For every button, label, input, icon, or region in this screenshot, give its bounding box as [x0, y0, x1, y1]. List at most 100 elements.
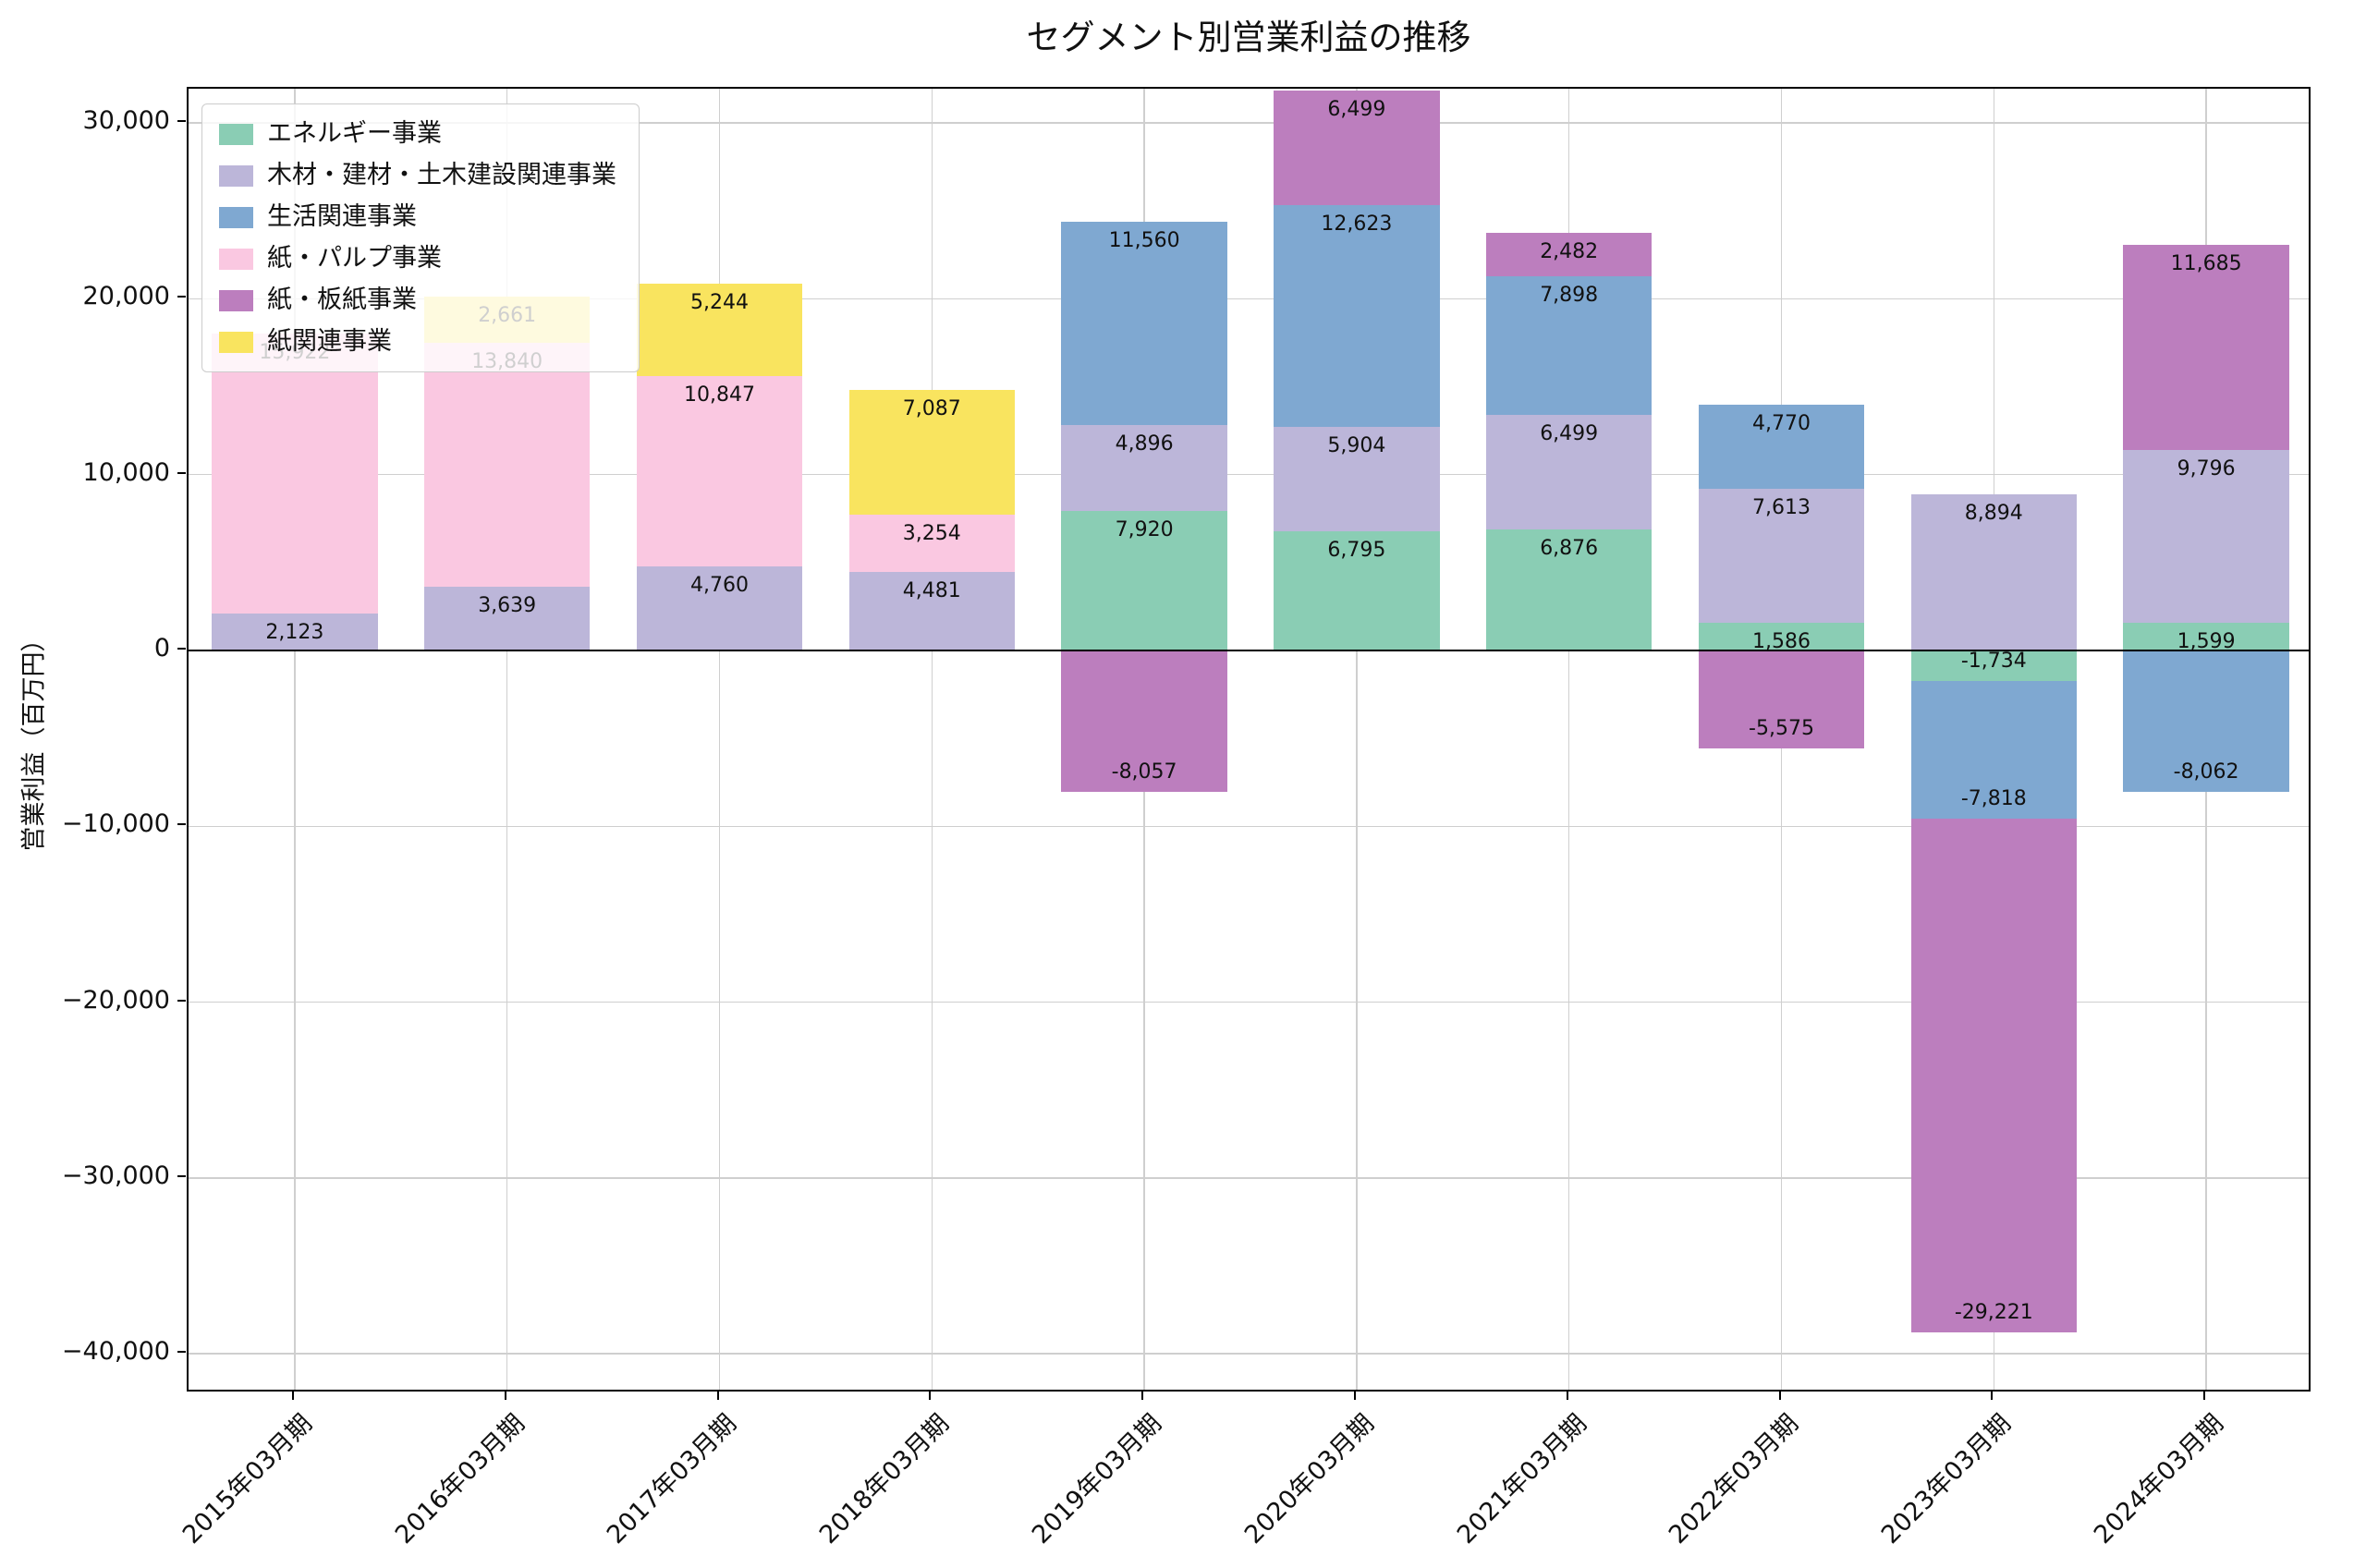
bar-segment: [1910, 680, 2077, 819]
bar-value-label: 6,499: [1327, 98, 1386, 122]
y-gridline: [189, 473, 2309, 476]
bar-segment: [1698, 650, 1865, 749]
y-gridline: [189, 298, 2309, 300]
y-tick-mark: [177, 999, 186, 1002]
bar-value-label: 6,499: [1540, 422, 1599, 446]
y-tick-mark: [177, 1174, 186, 1177]
bar-segment: [1698, 622, 1865, 650]
bar-value-label: 3,639: [478, 593, 537, 617]
bar-value-label: 10,847: [684, 383, 755, 407]
bar-value-label: -8,057: [1111, 760, 1177, 784]
bar-value-label: 1,599: [2177, 629, 2236, 653]
bar-value-label: 3,254: [902, 521, 961, 545]
bar-value-label: 7,613: [1752, 495, 1811, 519]
x-tick-mark: [1141, 1392, 1144, 1400]
legend-color-swatch: [219, 164, 253, 187]
legend-item-label: 紙・パルプ事業: [267, 244, 442, 273]
bar-segment: [1061, 511, 1227, 650]
bar-segment: [424, 586, 591, 650]
y-tick-label: −40,000: [61, 1337, 170, 1367]
x-tick-label: 2017年03月期: [602, 1408, 743, 1550]
bar-segment: [1698, 488, 1865, 623]
bar-value-label: 12,623: [1321, 213, 1393, 237]
chart-title: セグメント別営業利益の推移: [1026, 18, 1471, 57]
y-tick-label: 10,000: [82, 457, 170, 487]
bar-value-label: 11,685: [2170, 251, 2242, 275]
y-tick-mark: [177, 296, 186, 298]
x-gridline: [294, 89, 296, 1390]
bar-segment: [212, 333, 378, 614]
bar-segment: [1698, 405, 1865, 489]
bar-segment: [1274, 205, 1440, 428]
x-gridline: [718, 89, 721, 1390]
bar-segment: [636, 284, 803, 376]
bar-value-label: 4,770: [1752, 412, 1811, 436]
bar-value-label: 6,795: [1327, 538, 1386, 562]
y-tick-label: 20,000: [82, 282, 170, 311]
bar-segment: [1486, 232, 1653, 277]
legend-item: 紙・パルプ事業: [219, 242, 616, 275]
x-tick-label: 2016年03月期: [389, 1408, 531, 1550]
x-tick-label: 2022年03月期: [1664, 1408, 1805, 1550]
x-tick-mark: [1778, 1392, 1781, 1400]
x-tick-mark: [291, 1392, 294, 1400]
legend-color-swatch: [219, 206, 253, 228]
bar-value-label: 4,896: [1115, 432, 1174, 456]
bar-segment: [1910, 493, 2077, 650]
y-gridline: [189, 1177, 2309, 1179]
legend: エネルギー事業木材・建材・土木建設関連事業 生活関連事業 紙・パルプ事業紙・板紙事業…: [201, 103, 640, 372]
bar-segment: [424, 343, 591, 587]
legend-color-swatch: [219, 331, 253, 353]
bar-segment: [1486, 529, 1653, 650]
x-tick-label: 2024年03月期: [2088, 1408, 2229, 1550]
legend-item: 紙・板紙事業: [219, 284, 616, 317]
bar-segment: [2123, 244, 2289, 451]
legend-item: 紙関連事業: [219, 325, 616, 359]
x-tick-label: 2019年03月期: [1026, 1408, 1167, 1550]
x-tick-mark: [1991, 1392, 1994, 1400]
bar-segment: [1486, 415, 1653, 530]
x-tick-label: 2015年03月期: [177, 1408, 318, 1550]
x-tick-label: 2023年03月期: [1876, 1408, 2018, 1550]
legend-item: 生活関連事業: [219, 201, 616, 234]
legend-item-label: 木材・建材・土木建設関連事業: [267, 161, 616, 189]
bar-segment: [848, 514, 1015, 572]
bar-segment: [2123, 450, 2289, 623]
x-tick-mark: [929, 1392, 932, 1400]
bar-value-label: 2,123: [265, 620, 324, 644]
x-gridline: [506, 89, 508, 1390]
legend-color-swatch: [219, 123, 253, 145]
bar-value-label: 5,904: [1327, 434, 1386, 458]
bar-segment: [1061, 222, 1227, 426]
y-tick-label: −20,000: [61, 985, 170, 1015]
bar-segment: [636, 376, 803, 567]
y-tick-mark: [177, 823, 186, 826]
y-tick-label: 30,000: [82, 106, 170, 136]
y-gridline: [189, 825, 2309, 828]
legend-color-swatch: [219, 248, 253, 270]
bar-value-label: -7,818: [1960, 786, 2027, 810]
x-tick-label: 2018年03月期: [814, 1408, 956, 1550]
bar-value-label: 4,481: [902, 578, 961, 602]
legend-item: エネルギー事業: [219, 117, 616, 151]
legend-item-label: エネルギー事業: [267, 119, 442, 148]
zero-axis-line: [189, 649, 2309, 651]
x-tick-mark: [716, 1392, 719, 1400]
legend-item-label: 生活関連事業: [267, 202, 417, 231]
x-tick-mark: [1353, 1392, 1356, 1400]
bar-segment: [1061, 650, 1227, 793]
x-tick-mark: [1566, 1392, 1568, 1400]
bar-segment: [848, 571, 1015, 650]
bar-value-label: -8,062: [2173, 760, 2239, 784]
bar-value-label: 7,087: [902, 396, 961, 420]
bar-segment: [636, 566, 803, 650]
bar-value-label: 11,560: [1108, 229, 1180, 253]
bar-value-label: 7,920: [1115, 518, 1174, 542]
x-tick-mark: [504, 1392, 506, 1400]
x-tick-mark: [2203, 1392, 2206, 1400]
bar-segment: [212, 613, 378, 650]
x-gridline: [1567, 89, 1570, 1390]
bar-segment: [2123, 650, 2289, 793]
bar-value-label: 4,760: [690, 574, 749, 598]
